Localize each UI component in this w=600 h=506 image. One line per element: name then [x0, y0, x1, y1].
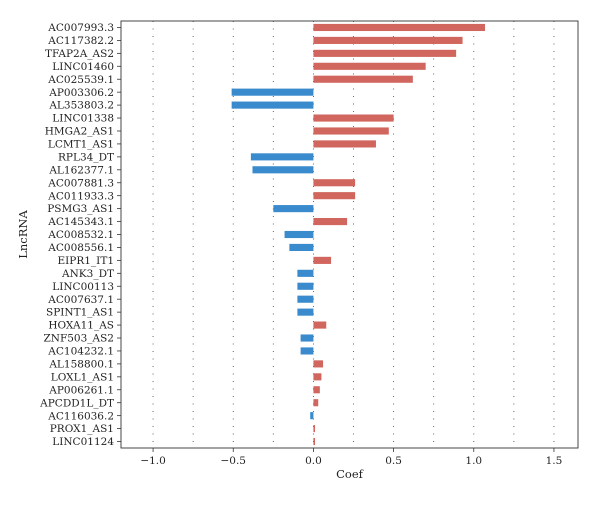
bar — [313, 437, 316, 446]
bar — [313, 114, 394, 122]
y-tick-label: RPL34_DT — [58, 151, 114, 163]
bar — [310, 412, 314, 420]
y-tick-label: AC007881.3 — [47, 177, 114, 189]
bar — [231, 88, 314, 96]
bar — [297, 269, 314, 277]
bar — [313, 192, 356, 200]
y-tick-label: AP006261.1 — [48, 384, 114, 396]
plot-frame — [120, 20, 579, 449]
bar — [313, 373, 322, 381]
y-tick-label: LINC01124 — [52, 436, 114, 448]
bar — [273, 205, 314, 213]
y-tick-label: AC104232.1 — [47, 346, 114, 358]
y-tick-label: AC008532.1 — [47, 229, 114, 241]
bar — [313, 49, 457, 57]
y-tick-label: AC117382.2 — [47, 35, 114, 47]
x-tick-label: 1.0 — [465, 455, 482, 467]
bar — [313, 75, 413, 83]
x-tick-label: −1.0 — [140, 455, 166, 467]
bar — [313, 62, 426, 70]
y-tick-label: LINC00113 — [52, 281, 114, 293]
bar — [250, 153, 314, 161]
y-tick-label: HMGA2_AS1 — [45, 126, 114, 138]
bar — [300, 347, 314, 355]
y-tick-label: EIPR1_IT1 — [57, 255, 114, 267]
bar — [313, 256, 332, 264]
y-tick-label: AL353803.2 — [48, 100, 114, 112]
bar — [313, 360, 324, 368]
bar — [313, 218, 348, 226]
bar — [313, 425, 316, 433]
y-tick-label: APCDD1L_DT — [39, 397, 114, 409]
bar — [284, 230, 314, 239]
x-tick-labels: −1.0 −0.5 0.0 0.5 1.0 1.5 — [140, 448, 562, 467]
y-tick-label: AC007637.1 — [47, 294, 114, 306]
bar — [297, 295, 314, 303]
y-tick-label: ZNF503_AS2 — [43, 333, 114, 345]
y-tick-label: PSMG3_AS1 — [47, 203, 114, 215]
bar — [252, 166, 314, 174]
y-tick-label: AC025539.1 — [47, 74, 114, 86]
y-tick-label: AC008556.1 — [47, 242, 114, 254]
bar — [313, 23, 485, 32]
y-axis-label: LncRNA — [16, 210, 30, 259]
bar — [313, 140, 376, 148]
bar — [289, 243, 314, 251]
x-tick-label: 0.5 — [385, 455, 402, 467]
y-tick-label: LINC01338 — [52, 113, 114, 125]
y-tick-label: AL158800.1 — [48, 358, 114, 370]
y-tick-label: LINC01460 — [52, 61, 114, 73]
x-tick-label: −0.5 — [220, 455, 246, 467]
bar — [313, 36, 463, 44]
bar — [297, 282, 314, 290]
bar — [313, 386, 320, 394]
y-tick-label: AC116036.2 — [47, 410, 114, 422]
bar — [313, 399, 319, 407]
grid-dots — [152, 21, 555, 448]
bar — [297, 308, 314, 316]
y-tick-label: AC011933.3 — [47, 190, 114, 202]
y-tick-label: SPINT1_AS1 — [46, 307, 114, 319]
bar — [313, 127, 389, 135]
x-axis-label: Coef — [336, 467, 364, 481]
y-tick-label: LCMT1_AS1 — [48, 139, 114, 151]
bars — [231, 23, 485, 446]
x-tick-label: 1.5 — [546, 455, 563, 467]
bar — [313, 179, 356, 187]
y-tick-label: LOXL1_AS1 — [51, 371, 114, 383]
x-tick-label: 0.0 — [305, 455, 322, 467]
y-tick-label: AC007993.3 — [47, 22, 114, 34]
y-tick-label: TFAP2A_AS2 — [45, 48, 114, 60]
y-tick-label: HOXA11_AS — [48, 320, 114, 332]
y-tick-label: AC145343.1 — [47, 216, 114, 228]
bar — [231, 101, 314, 109]
bar — [313, 321, 327, 329]
y-tick-label: ANK3_DT — [61, 268, 114, 280]
y-tick-label: AL162377.1 — [48, 164, 114, 176]
y-tick-label: PROX1_AS1 — [50, 423, 114, 435]
y-tick-label: AP003306.2 — [48, 87, 114, 99]
y-tick-labels: AC007993.3AC117382.2TFAP2A_AS2LINC01460A… — [39, 22, 121, 448]
bar — [300, 334, 314, 342]
